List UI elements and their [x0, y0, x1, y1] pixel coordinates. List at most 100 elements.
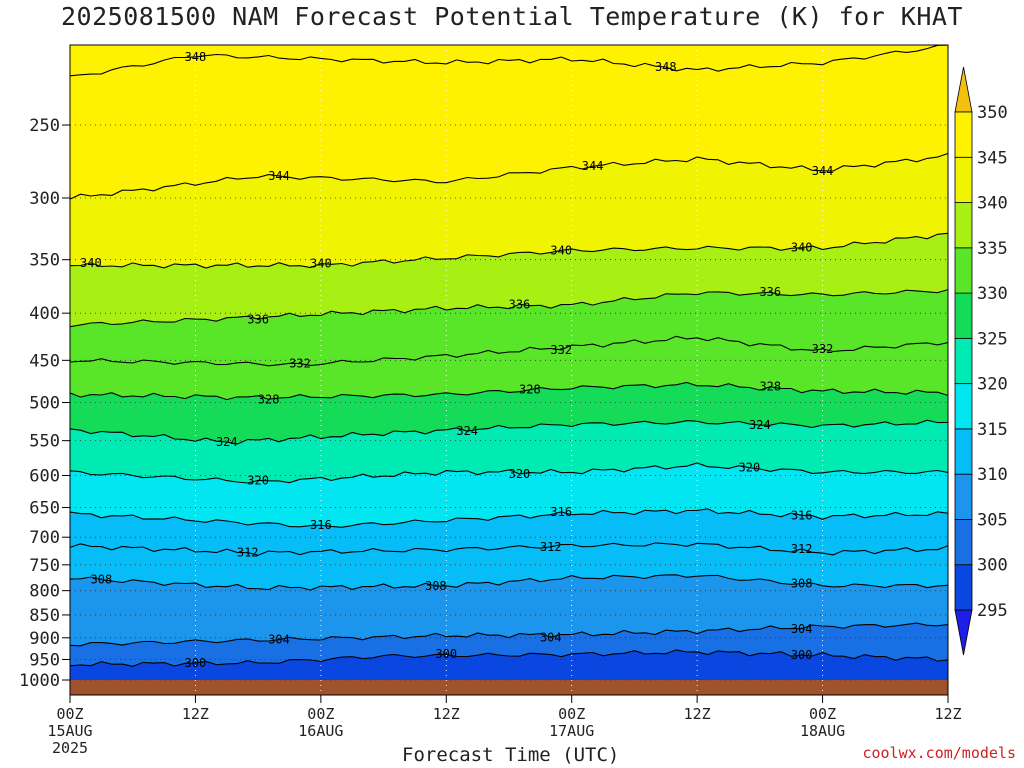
potential-temperature-fill	[70, 45, 948, 695]
y-tick-label: 450	[29, 351, 60, 371]
colorbar-label: 345	[977, 148, 1008, 168]
contour-label: 336	[759, 285, 781, 299]
contour-304	[70, 622, 948, 647]
contour-label: 324	[456, 424, 478, 438]
colorbar-label: 320	[977, 375, 1008, 395]
colorbar-label: 340	[977, 194, 1008, 214]
contour-label: 332	[289, 357, 311, 371]
contour-label: 344	[582, 159, 604, 173]
contour-332	[70, 335, 948, 367]
y-tick-label: 700	[29, 528, 60, 548]
credit-text: coolwx.com/models	[862, 744, 1016, 762]
contour-labels: 300 300 300 304 304 304 308 308 308 312 312 312 316 3…	[80, 50, 833, 670]
y-tick-label: 750	[29, 556, 60, 576]
contour-label: 340	[80, 256, 102, 270]
chart-title: 2025081500 NAM Forecast Potential Temper…	[61, 2, 963, 31]
y-axis: 250 300 350 400 450 500 550 600 650 700 750 800 850 9…	[19, 116, 70, 691]
contour-300	[70, 649, 948, 667]
y-tick-label: 550	[29, 432, 60, 452]
colorbar-box	[954, 202, 973, 249]
x-tick-label: 12Z	[684, 705, 711, 723]
colorbar-label: 325	[977, 329, 1008, 349]
y-tick-label: 850	[29, 606, 60, 626]
contour-label: 300	[185, 656, 207, 670]
contour-348	[70, 45, 948, 77]
contour-label: 348	[185, 50, 207, 64]
contour-label: 300	[435, 647, 457, 661]
x-date-label: 17AUG	[549, 722, 594, 740]
colorbar-box	[954, 156, 973, 203]
colorbar-label: 350	[977, 103, 1008, 123]
colorbar-box	[954, 564, 973, 611]
contour-316	[70, 508, 948, 528]
contour-label: 324	[749, 418, 771, 432]
contour-label: 308	[425, 579, 447, 593]
contour-label: 308	[791, 577, 813, 591]
contour-label: 320	[247, 473, 269, 487]
colorbar-box	[954, 383, 973, 430]
y-tick-label: 950	[29, 650, 60, 670]
y-tick-label: 500	[29, 394, 60, 414]
contour-328	[70, 381, 948, 401]
terrain-bar	[70, 680, 948, 695]
colorbar-label: 310	[977, 465, 1008, 485]
contour-320	[70, 462, 948, 484]
contour-308	[70, 574, 948, 591]
colorbar-label: 305	[977, 510, 1008, 530]
contour-label: 316	[310, 518, 332, 532]
x-tick-label: 12Z	[182, 705, 209, 723]
contour-label: 304	[791, 622, 813, 636]
x-tick-label: 12Z	[433, 705, 460, 723]
y-tick-label: 800	[29, 582, 60, 602]
contour-label: 344	[268, 169, 290, 183]
contour-label: 316	[550, 505, 572, 519]
colorbar: 295 300 305 310 315 320 325 330 335 340 345 350	[954, 66, 1008, 656]
x-tick-label: 00Z	[558, 705, 585, 723]
contour-label: 316	[791, 508, 813, 522]
contour-label: 300	[791, 648, 813, 662]
contour-label: 332	[812, 342, 834, 356]
contour-label: 328	[258, 392, 280, 406]
contour-324	[70, 419, 948, 445]
x-date-label: 16AUG	[298, 722, 343, 740]
colorbar-box	[954, 247, 973, 294]
colorbar-box	[954, 473, 973, 520]
colorbar-box	[954, 428, 973, 475]
contour-label: 324	[216, 435, 238, 449]
contour-label: 348	[655, 60, 677, 74]
y-tick-label: 350	[29, 251, 60, 271]
colorbar-label: 315	[977, 420, 1008, 440]
contour-label: 312	[540, 540, 562, 554]
contour-312	[70, 542, 948, 556]
colorbar-label: 295	[977, 601, 1008, 621]
y-tick-label: 1000	[19, 671, 60, 691]
contour-label: 328	[519, 383, 541, 397]
colorbar-label: 335	[977, 239, 1008, 259]
contour-lines	[70, 45, 948, 667]
contour-344	[70, 152, 948, 200]
x-date-label: 18AUG	[800, 722, 845, 740]
colorbar-box	[954, 111, 973, 158]
contour-label: 304	[540, 630, 562, 644]
contour-label: 340	[550, 243, 572, 257]
contour-label: 320	[739, 461, 761, 475]
contour-label: 336	[509, 297, 531, 311]
y-tick-label: 900	[29, 629, 60, 649]
contour-label: 320	[509, 467, 531, 481]
colorbar-box	[954, 292, 973, 339]
y-tick-label: 300	[29, 189, 60, 209]
x-tick-label: 12Z	[934, 705, 961, 723]
contour-label: 344	[812, 164, 834, 178]
contour-340	[70, 232, 948, 269]
y-tick-label: 600	[29, 466, 60, 486]
contour-label: 340	[791, 241, 813, 255]
contour-label: 312	[237, 546, 259, 560]
contour-label: 308	[91, 573, 113, 587]
contour-label: 336	[247, 312, 269, 326]
grid-lines	[70, 45, 948, 695]
x-axis-label: Forecast Time (UTC)	[402, 744, 620, 766]
contour-label: 304	[268, 633, 290, 647]
contour-label: 328	[759, 380, 781, 394]
contour-label: 340	[310, 256, 332, 270]
